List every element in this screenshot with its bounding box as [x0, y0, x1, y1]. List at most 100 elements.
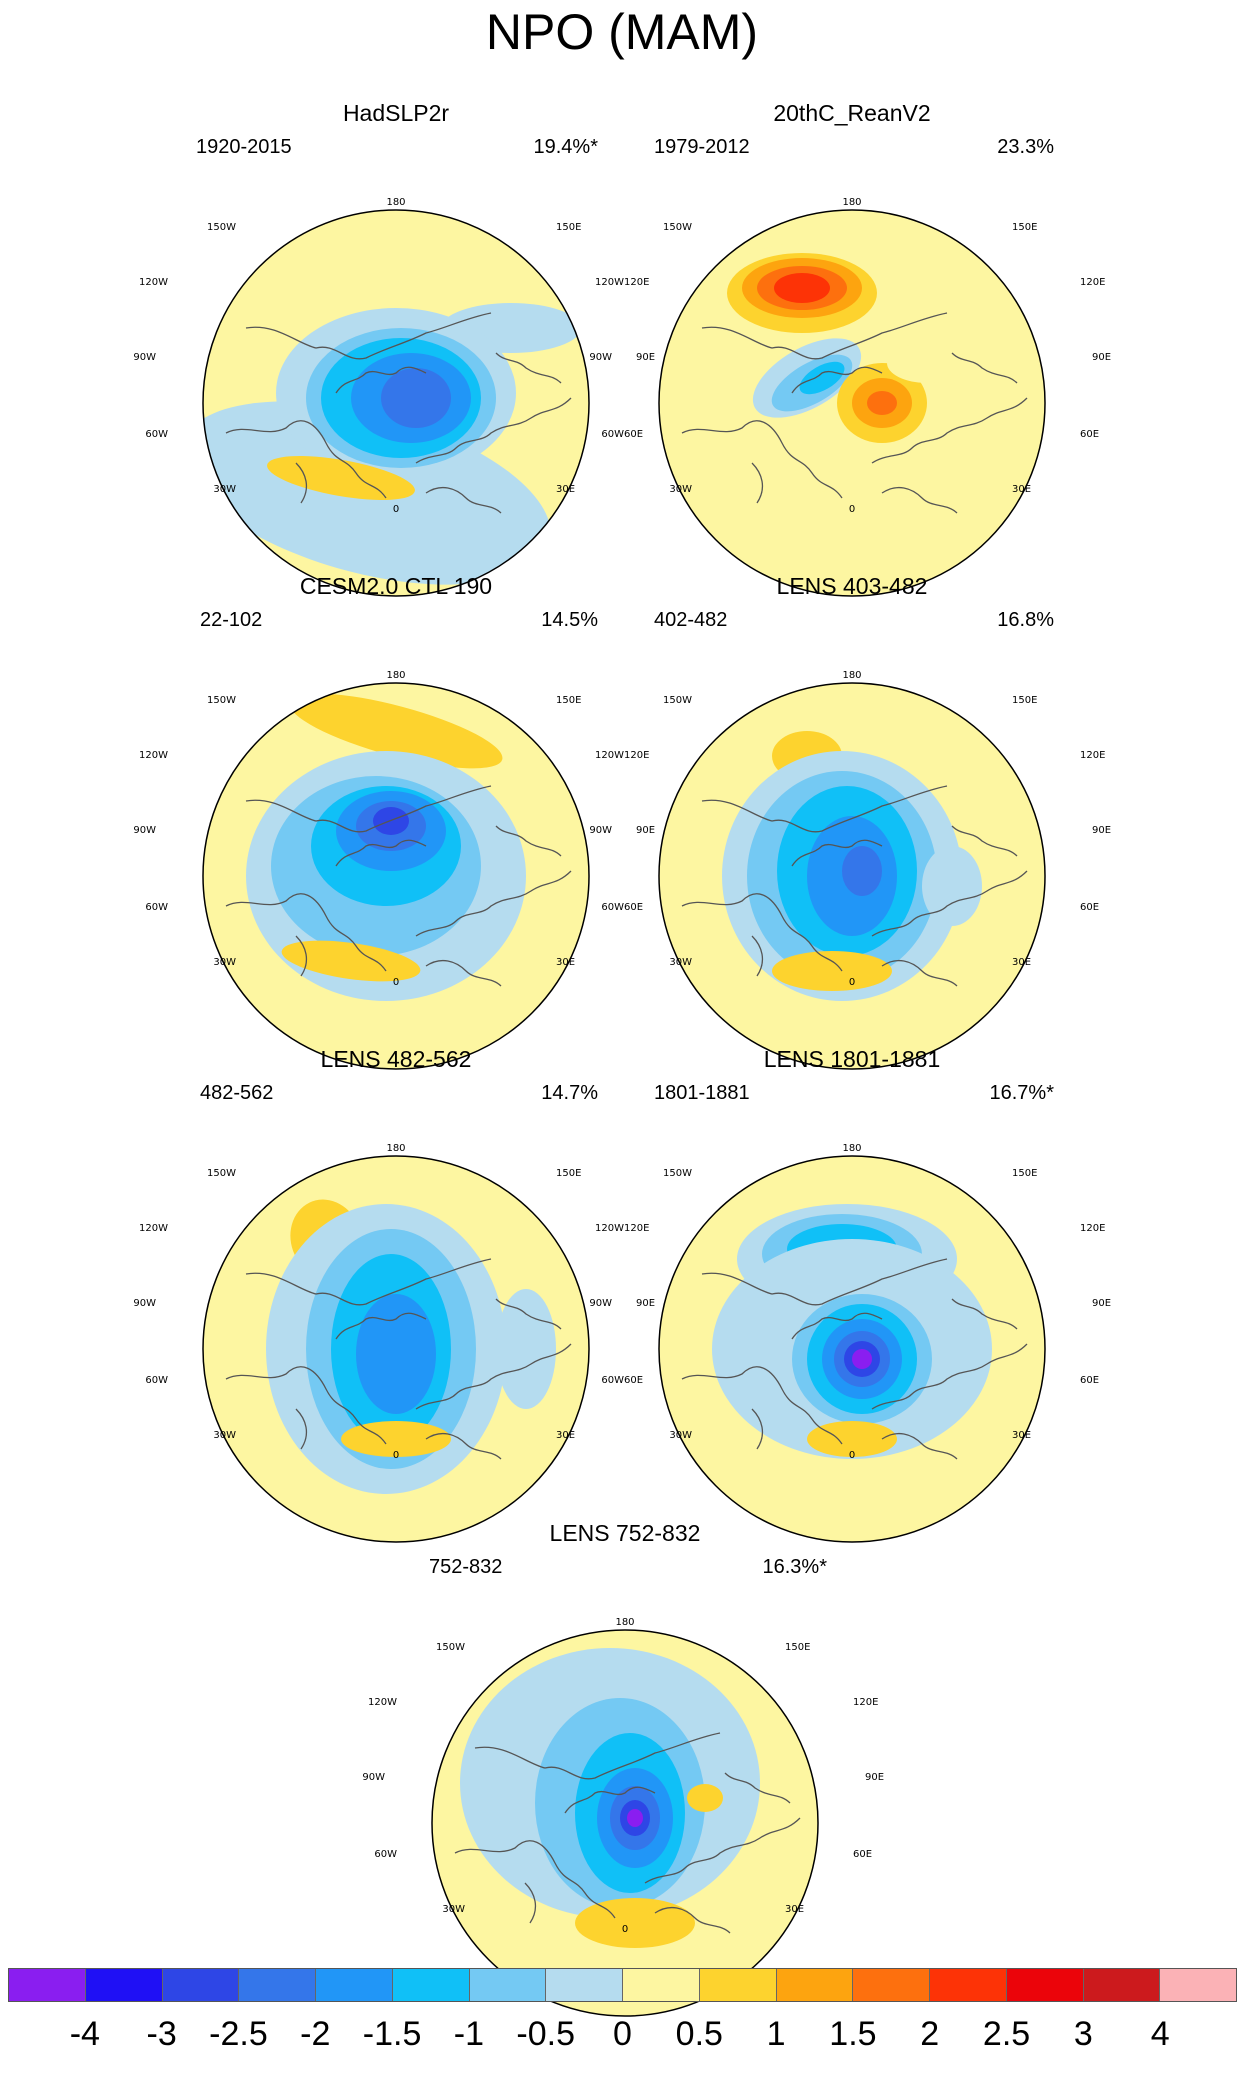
coastlines: [681, 1258, 1028, 1460]
longitude-label: 30E: [1012, 957, 1031, 968]
longitude-label: 90W: [589, 825, 612, 836]
colorbar-label: -1.5: [362, 2015, 422, 2053]
longitude-label: 60E: [1080, 902, 1099, 913]
panel-20thc-reanv2: 20thC_ReanV2 1979-2012 23.3% 180 150W 150E…: [589, 100, 1111, 597]
panel-period: 1920-2015: [196, 136, 292, 158]
anomaly-contour: [356, 1294, 436, 1414]
panel-period: 402-482: [654, 609, 728, 631]
anomaly-contour: [807, 1421, 897, 1457]
colorbar-box: [85, 1969, 163, 2001]
panel-period: 22-102: [200, 609, 263, 631]
colorbar-label: 2.5: [982, 2015, 1031, 2053]
longitude-label: 90W: [133, 1298, 156, 1309]
colorbar-box: [546, 1969, 623, 2001]
longitude-label: 150W: [207, 222, 236, 233]
longitude-label: 120E: [1080, 1223, 1105, 1234]
longitude-label: 150W: [436, 1642, 465, 1653]
panel-title: LENS 1801-1881: [763, 1046, 941, 1072]
colorbar-label: -3: [146, 2015, 177, 2053]
map-fill: [659, 1156, 1045, 1542]
panel-lens-1801-1881: LENS 1801-1881 1801-1881 16.7%* 180 150W 1…: [589, 1046, 1111, 1543]
longitude-label: 30E: [1012, 1430, 1031, 1441]
longitude-label: 180: [386, 670, 405, 681]
longitude-label: 90W: [362, 1772, 385, 1783]
colorbar-box: [930, 1969, 1007, 2001]
longitude-label: 120W: [595, 277, 624, 288]
longitude-label: 120E: [1080, 277, 1105, 288]
colorbar-box: [469, 1969, 547, 2001]
colorbar-box: [1083, 1969, 1161, 2001]
longitude-label: 150E: [785, 1642, 810, 1653]
longitude-label: 60E: [624, 429, 643, 440]
longitude-label: 150W: [663, 222, 692, 233]
panel-hadslp2r: HadSLP2r 1920-2015 19.4%* 180 150W 150E 120…: [133, 100, 655, 597]
colorbar-box: [776, 1969, 854, 2001]
anomaly-contour: [922, 846, 982, 926]
colorbar-box: [316, 1969, 393, 2001]
colorbar-label: -4: [69, 2015, 100, 2053]
panel-title: LENS 752-832: [549, 1520, 701, 1546]
longitude-label: 60W: [601, 1375, 624, 1386]
anomaly-contour: [381, 368, 451, 428]
colorbar-box: [699, 1969, 777, 2001]
colorbar-box: [1006, 1969, 1084, 2001]
longitude-label: 120W: [139, 750, 168, 761]
panel-percent: 16.8%: [997, 609, 1054, 631]
colorbar-label: 0: [613, 2015, 632, 2053]
longitude-label: 30W: [213, 957, 236, 968]
panel-title: LENS 482-562: [320, 1046, 472, 1072]
panel-percent: 16.7%*: [989, 1082, 1055, 1104]
colorbar-label: 4: [1150, 2015, 1170, 2053]
panel-percent: 23.3%: [997, 136, 1054, 158]
longitude-label: 30E: [1012, 484, 1031, 495]
longitude-label: 0: [393, 1450, 399, 1461]
longitude-label: 90E: [636, 1298, 655, 1309]
map-fill: [203, 210, 589, 596]
colorbar-label: 1: [766, 2015, 786, 2053]
longitude-label: 180: [842, 1143, 861, 1154]
longitude-label: 0: [622, 1924, 628, 1935]
colorbar-label: -1: [453, 2015, 484, 2053]
longitude-label: 150E: [556, 222, 581, 233]
colorbar-box: [623, 1969, 700, 2001]
colorbar-label: 3: [1073, 2015, 1093, 2053]
colorbar-label: -0.5: [516, 2015, 575, 2053]
colorbar-box: [392, 1969, 470, 2001]
map-boundary: [658, 682, 1046, 1070]
longitude-label: 90E: [636, 352, 655, 363]
longitude-label: 90E: [636, 825, 655, 836]
map-boundary: [202, 682, 590, 1070]
longitude-label: 90E: [1092, 1298, 1111, 1309]
colorbar-box: [162, 1969, 240, 2001]
longitude-label: 180: [386, 197, 405, 208]
longitude-label: 60W: [145, 1375, 168, 1386]
longitude-label: 0: [393, 977, 399, 988]
panel-title: CESM2.0 CTL 190: [299, 573, 493, 599]
longitude-label: 60W: [145, 902, 168, 913]
longitude-label: 150E: [556, 695, 581, 706]
longitude-label: 90E: [1092, 825, 1111, 836]
longitude-label: 150E: [1012, 1168, 1037, 1179]
longitude-label: 150W: [663, 695, 692, 706]
colorbar-box: [853, 1969, 930, 2001]
longitude-label: 120E: [624, 750, 649, 761]
longitude-label: 0: [849, 504, 855, 515]
longitude-label: 120E: [853, 1697, 878, 1708]
longitude-label: 60E: [1080, 429, 1099, 440]
longitude-label: 150W: [663, 1168, 692, 1179]
colorbar-label: 0.5: [675, 2015, 723, 2053]
longitude-label: 90W: [133, 352, 156, 363]
longitude-label: 120E: [1080, 750, 1105, 761]
coastlines: [225, 785, 572, 987]
longitude-label: 60E: [624, 1375, 643, 1386]
longitude-label: 150W: [207, 695, 236, 706]
anomaly-contour: [687, 1784, 723, 1812]
longitude-label: 30E: [556, 1430, 575, 1441]
longitude-label: 30W: [669, 1430, 692, 1441]
panel-title: HadSLP2r: [342, 100, 450, 126]
anomaly-contour: [289, 693, 503, 769]
longitude-label: 120W: [368, 1697, 397, 1708]
